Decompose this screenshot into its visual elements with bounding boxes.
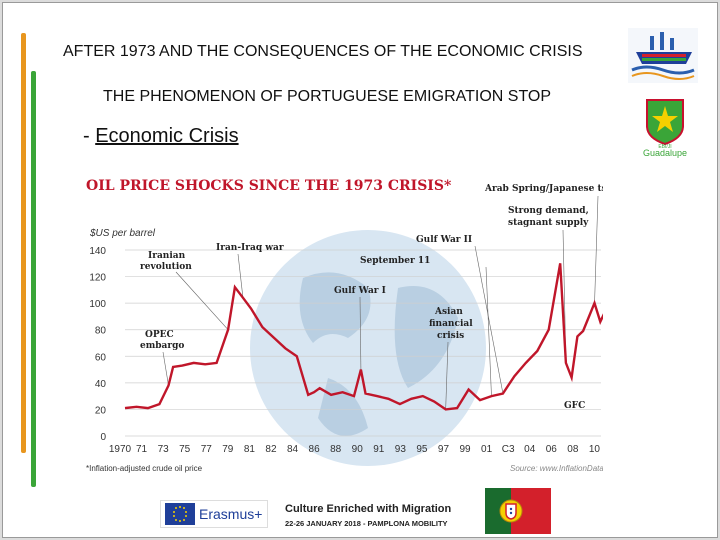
annotation-leader: [445, 341, 449, 410]
erasmus-label: Erasmus+: [199, 506, 263, 522]
y-tick-label: 20: [95, 405, 107, 416]
chart-source: Source: www.InflationData.com: [510, 464, 603, 473]
x-tick-label: 81: [244, 444, 256, 455]
slide-title: AFTER 1973 AND THE CONSEQUENCES OF THE E…: [63, 43, 583, 60]
eu-flag-icon: [165, 503, 195, 525]
annotation-leader: [474, 245, 504, 394]
y-tick-label: 80: [95, 326, 107, 337]
bullet-text: Economic Crisis: [95, 125, 239, 147]
x-tick-label: 08: [567, 444, 579, 455]
annotation-iranian-1: Iranian: [148, 251, 186, 261]
x-tick-label: 71: [136, 444, 148, 455]
x-tick-label: 95: [416, 444, 428, 455]
y-tick-label: 100: [89, 299, 106, 310]
annotation-arab-spring: Arab Spring/Japanese tsunami: [484, 184, 603, 194]
slide-subtitle: THE PHENOMENON OF PORTUGUESE EMIGRATION …: [103, 88, 552, 105]
annotation-asian-1: Asian: [434, 307, 463, 317]
oil-price-chart: OIL PRICE SHOCKS SINCE THE 1973 CRISIS* …: [78, 168, 603, 481]
annotation-leader: [359, 296, 362, 370]
x-tick-label: 04: [524, 444, 536, 455]
annotation-gulf-war-2: Gulf War II: [416, 235, 472, 245]
x-tick-label: C3: [502, 444, 515, 455]
y-tick-label: 60: [95, 352, 107, 363]
x-tick-label: 01: [481, 444, 493, 455]
erasmus-logo: Erasmus+: [160, 500, 268, 528]
x-tick-label: 10: [589, 444, 601, 455]
chart-footnote: *Inflation-adjusted crude oil price: [86, 464, 203, 473]
portugal-flag-icon: [485, 488, 551, 534]
annotation-opec-1: OPEC: [145, 330, 174, 340]
annotation-september-11: September 11: [360, 256, 430, 266]
annotation-iran-iraq: Iran-Iraq war: [216, 243, 284, 253]
annotation-leader: [237, 253, 244, 298]
oil-price-line: [124, 263, 603, 411]
x-tick-label: 97: [438, 444, 450, 455]
x-tick-label: 99: [459, 444, 471, 455]
cruise-ship-logo-icon: [628, 28, 698, 83]
annotation-strong-demand-2: stagnant supply: [508, 218, 589, 228]
x-tick-label: 06: [546, 444, 558, 455]
annotation-gulf-war-1: Gulf War I: [334, 286, 386, 296]
culture-banner: Culture Enriched with Migration 22-26 JA…: [285, 503, 452, 528]
accent-bar-orange: [21, 33, 26, 453]
annotation-leader: [175, 271, 229, 330]
annotation-asian-2: financial: [429, 319, 473, 329]
annotation-leader: [485, 266, 492, 397]
x-tick-label: 73: [158, 444, 170, 455]
annotation-asian-3: crisis: [437, 331, 464, 341]
culture-subtitle: 22-26 JANUARY 2018 - PAMPLONA MOBILITY: [285, 519, 448, 528]
accent-bar-green: [31, 71, 36, 487]
bullet-prefix: -: [83, 125, 96, 147]
x-tick-label: 1970: [109, 444, 132, 455]
annotation-opec-2: embargo: [140, 341, 184, 351]
bullet-item: - Economic Crisis: [83, 125, 239, 148]
culture-title: Culture Enriched with Migration: [285, 503, 452, 515]
y-tick-label: 0: [100, 432, 106, 443]
x-tick-label: 77: [201, 444, 213, 455]
x-tick-label: 79: [222, 444, 234, 455]
guadalupe-crest-icon: EBI/JI Guadalupe: [643, 99, 687, 158]
x-tick-label: 75: [179, 444, 191, 455]
annotation-iranian-2: revolution: [140, 262, 192, 272]
annotation-leader: [594, 195, 599, 304]
x-tick-label: 84: [287, 444, 299, 455]
x-tick-label: 82: [265, 444, 277, 455]
chart-title: OIL PRICE SHOCKS SINCE THE 1973 CRISIS*: [86, 178, 452, 194]
annotation-strong-demand-1: Strong demand,: [508, 206, 589, 216]
y-tick-label: 120: [89, 273, 106, 284]
y-tick-label: 40: [95, 379, 107, 390]
x-tick-label: 90: [352, 444, 364, 455]
crest-small-label: EBI/JI: [658, 144, 671, 150]
x-tick-label: 88: [330, 444, 342, 455]
annotation-leader: [162, 351, 169, 386]
x-tick-label: 93: [395, 444, 407, 455]
annotation-gfc: GFC: [564, 401, 585, 411]
x-tick-label: 86: [309, 444, 321, 455]
x-ticks: 1970 71 73 75 77 79 81 82 84 86 88 90 91 93 95 97 99 01 C3…: [109, 444, 601, 455]
crest-caption: Guadalupe: [643, 148, 687, 158]
x-tick-label: 91: [373, 444, 385, 455]
y-tick-label: 140: [89, 246, 106, 257]
y-axis-label: $US per barrel: [89, 228, 156, 239]
y-ticks: 0 20 40 60 80 100 120 140: [89, 246, 106, 443]
